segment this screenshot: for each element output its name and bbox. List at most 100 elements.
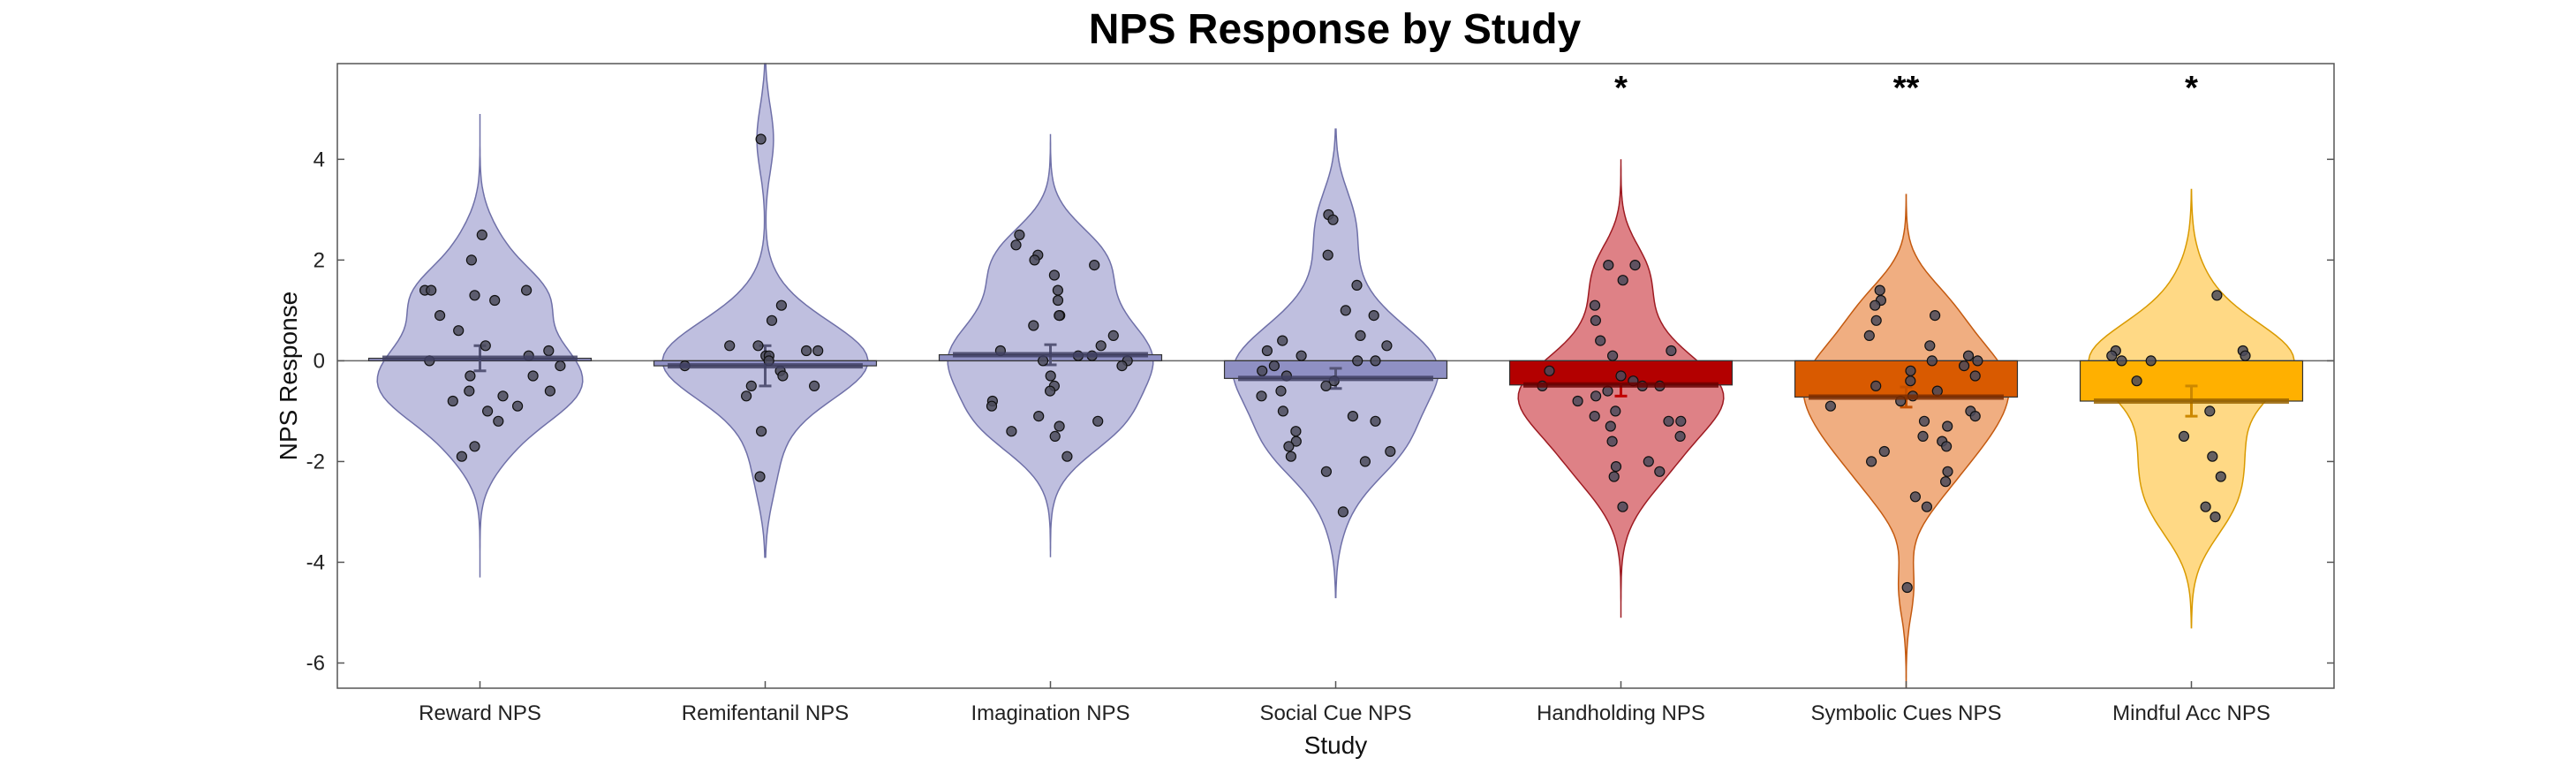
y-axis-label: NPS Response (275, 292, 302, 460)
data-point (1275, 385, 1287, 397)
data-point (755, 133, 767, 145)
data-point (724, 340, 736, 352)
data-point (2131, 375, 2142, 387)
data-point (1824, 400, 1836, 412)
data-point (1277, 405, 1289, 417)
data-point (1033, 411, 1045, 422)
data-point (1370, 355, 1381, 367)
data-point (1261, 345, 1273, 357)
data-point (544, 385, 556, 397)
data-point (1320, 466, 1333, 477)
data-point (1870, 380, 1882, 391)
data-point (480, 340, 491, 352)
data-point (1959, 360, 1970, 372)
data-point (464, 385, 475, 397)
data-point (1089, 260, 1100, 271)
data-point (1629, 260, 1641, 271)
data-point (1340, 305, 1351, 316)
data-point (1359, 456, 1371, 467)
data-point (1290, 436, 1302, 447)
data-point (453, 325, 465, 337)
data-point (1874, 284, 1885, 296)
data-point (812, 345, 824, 357)
data-point (469, 290, 480, 301)
data-point (434, 310, 446, 322)
data-point (469, 441, 480, 452)
data-point (1663, 415, 1674, 427)
y-tick-label: 2 (314, 248, 325, 272)
x-tick-label: Handholding NPS (1537, 701, 1705, 725)
data-point (1355, 330, 1366, 341)
data-point (476, 229, 487, 240)
data-point (1606, 436, 1618, 447)
y-tick-label: -2 (306, 450, 325, 474)
data-point (1941, 441, 1953, 452)
data-point (1257, 365, 1268, 376)
data-point (1052, 294, 1064, 307)
data-point (1969, 411, 1981, 422)
data-point (2204, 405, 2216, 417)
data-point (1930, 310, 1941, 322)
data-point (1863, 330, 1875, 341)
data-point (2200, 501, 2211, 512)
data-point (755, 426, 767, 437)
data-point (1969, 370, 1981, 382)
data-point (1095, 340, 1107, 352)
data-point (1654, 466, 1666, 477)
data-point (1544, 365, 1555, 376)
data-point (2210, 511, 2221, 523)
data-point (1940, 476, 1952, 488)
x-tick-label: Symbolic Cues NPS (1810, 701, 2001, 725)
data-point (1905, 365, 1916, 376)
data-point (1048, 269, 1061, 281)
data-point (1277, 335, 1288, 346)
violin-6 (1802, 193, 2010, 688)
data-point (1972, 355, 1983, 367)
data-point (1617, 501, 1628, 512)
data-point (465, 254, 478, 266)
data-point (465, 370, 476, 382)
data-point (2178, 430, 2190, 442)
data-point (493, 415, 504, 427)
x-tick-label: Remifentanil NPS (682, 701, 849, 725)
data-point (2207, 451, 2218, 462)
data-point (2215, 471, 2226, 482)
data-point (1014, 229, 1025, 240)
data-point (1337, 506, 1349, 518)
data-point (1921, 501, 1932, 512)
y-tick-label: 0 (314, 349, 325, 373)
data-point (1606, 350, 1619, 361)
data-point (1917, 430, 1929, 442)
significance-marker: ** (1893, 70, 1920, 107)
data-point (447, 395, 458, 407)
data-point (740, 390, 752, 402)
data-point (2240, 350, 2251, 361)
data-point (497, 390, 509, 402)
data-point (1381, 340, 1393, 352)
data-point (1866, 456, 1877, 467)
y-tick-label: -6 (306, 651, 325, 675)
data-point (775, 299, 788, 311)
data-point (1643, 456, 1654, 467)
data-point (1327, 214, 1339, 225)
data-point (1610, 460, 1622, 473)
data-point (1942, 421, 1953, 432)
data-point (1589, 299, 1601, 311)
significance-marker: * (2185, 70, 2198, 107)
data-point (1926, 355, 1938, 367)
data-point (1572, 395, 1583, 407)
data-point (1962, 350, 1975, 361)
data-point (1870, 299, 1881, 311)
data-point (745, 380, 757, 391)
data-point (1617, 275, 1628, 286)
data-point (1285, 451, 1297, 462)
data-point (1666, 345, 1677, 357)
data-point (1901, 581, 1913, 594)
x-axis: Reward NPS Remifentanil NPS Imagination NP… (419, 681, 2270, 725)
data-point (1296, 350, 1307, 361)
data-point (1589, 411, 1600, 422)
x-tick-label: Reward NPS (419, 701, 541, 725)
data-point (1905, 375, 1916, 387)
data-point (1107, 330, 1119, 341)
